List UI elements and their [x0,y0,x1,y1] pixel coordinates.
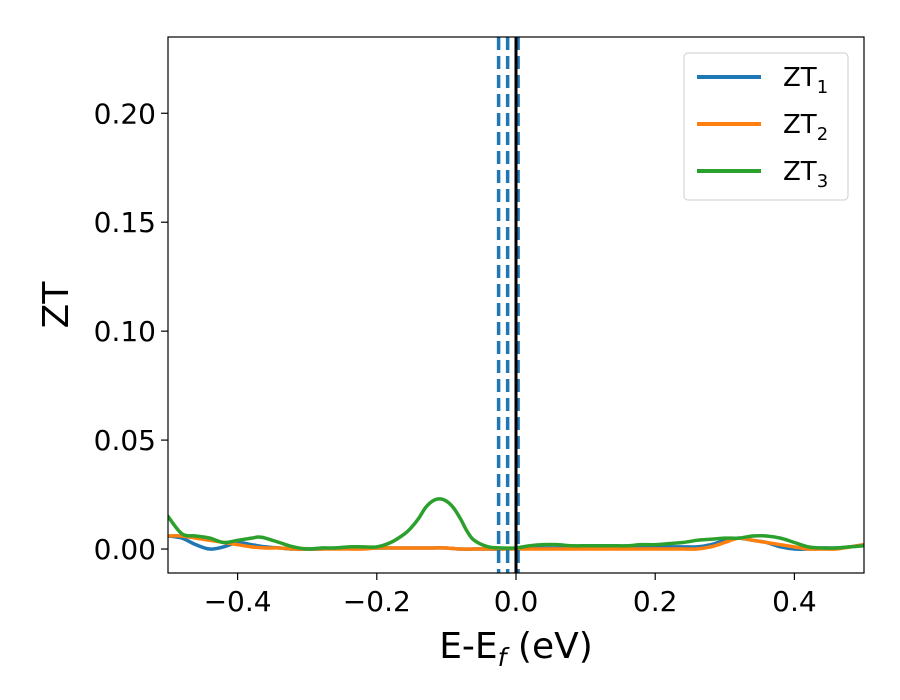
y-axis-title: ZT [36,281,77,329]
legend-label-zt2-subscript: 2 [817,124,828,145]
x-tick-label: −0.2 [343,585,411,618]
legend-label-zt3: ZT3 [783,157,828,192]
legend-label-zt3-main: ZT [783,157,817,187]
x-axis-title: E-Ef (eV) [439,626,593,672]
y-axis-ticks: 0.00 0.05 0.10 0.15 0.20 [94,97,168,566]
legend-label-zt1-main: ZT [783,63,817,93]
x-tick-label: 0.4 [772,585,817,618]
legend: ZT1 ZT2 ZT3 [683,52,849,201]
legend-label-zt2-main: ZT [783,110,817,140]
legend-label-zt2: ZT2 [783,110,828,145]
x-axis-ticks: −0.4 −0.2 0.0 0.2 0.4 [204,573,817,618]
x-tick-label: 0.2 [633,585,678,618]
legend-label-zt1-subscript: 1 [817,77,828,98]
legend-label-zt1: ZT1 [783,63,828,98]
series-line-zt3 [168,497,864,551]
y-tick-label: 0.10 [94,315,156,348]
legend-label-zt3-subscript: 3 [817,171,828,192]
y-tick-label: 0.15 [94,206,156,239]
x-axis-title-main: E-E [439,626,497,667]
y-tick-label: 0.05 [94,424,156,457]
legend-frame [683,52,849,201]
y-tick-label: 0.00 [94,533,156,566]
vline-layer [496,37,520,573]
x-axis-title-unit: (eV) [506,626,592,667]
x-tick-label: −0.4 [204,585,272,618]
y-tick-label: 0.20 [94,97,156,130]
x-tick-label: 0.0 [494,585,539,618]
